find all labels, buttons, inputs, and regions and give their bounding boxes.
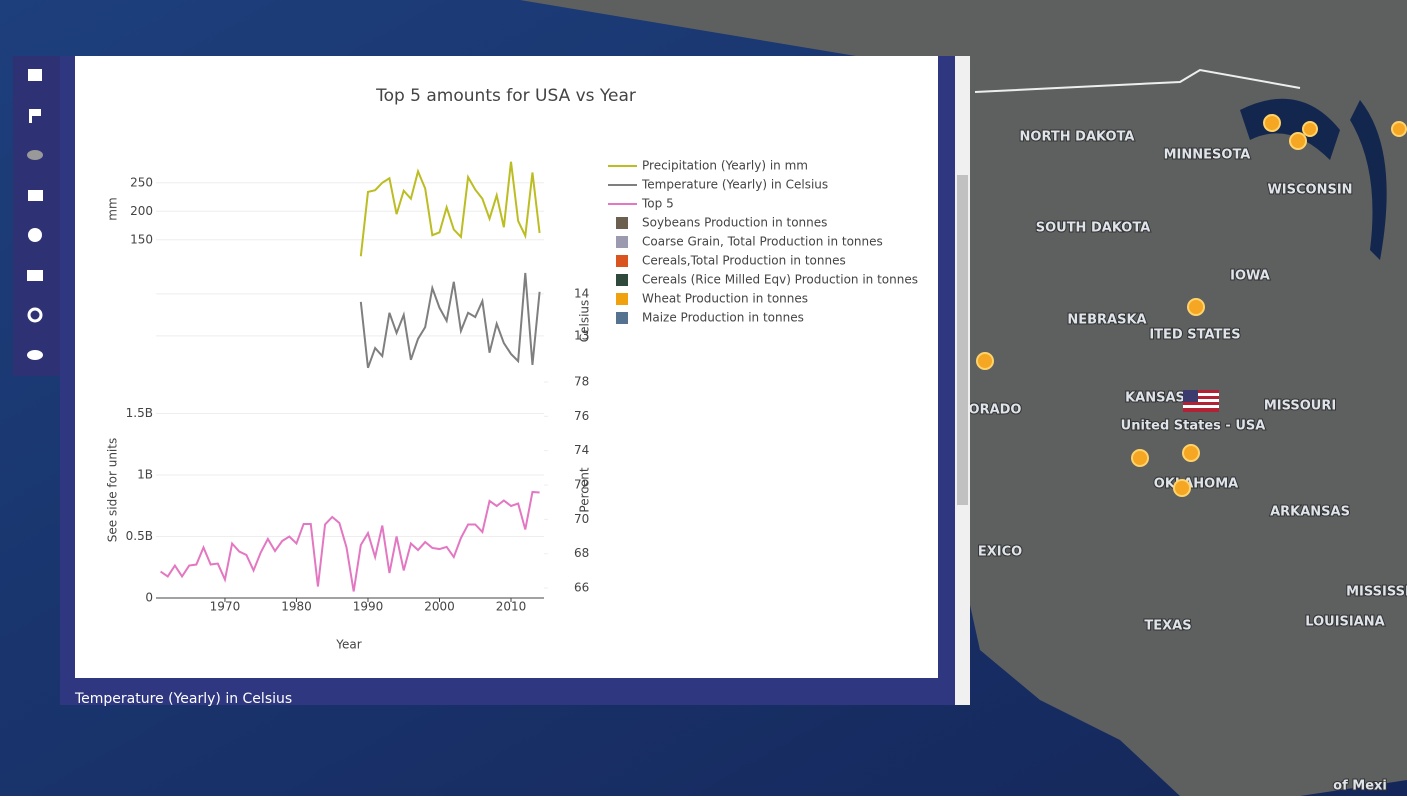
legend-label: Coarse Grain, Total Production in tonnes [642,235,883,249]
data-line [359,272,541,369]
chart-area [75,56,938,678]
legend-square [616,293,628,305]
map-label: of Mexi [1333,779,1387,794]
map-label: ARKANSAS [1270,505,1350,520]
chart-title: Top 5 amounts for USA vs Year [375,86,636,106]
x-tick-label: 1990 [353,600,384,614]
legend-label: Cereals,Total Production in tonnes [642,254,846,268]
y-axis-title: mm [106,197,120,220]
legend-square [616,236,628,248]
x-tick-label: 2010 [496,600,527,614]
legend-label: Wheat Production in tonnes [642,292,808,306]
legend-square [616,274,628,286]
border [974,68,1301,93]
legend-square [616,217,628,229]
map-label: KANSAS [1125,391,1185,406]
x-tick-label: 2000 [424,600,455,614]
map-label: EXICO [978,545,1022,560]
legend-square [616,312,628,324]
y2-tick-label: 74 [574,443,589,457]
map-markers[interactable] [976,114,1407,497]
map-label: TEXAS [1144,619,1191,634]
y2-tick-label: 70 [574,512,589,526]
y2-tick-label: 66 [574,581,589,595]
map-label: ORADO [969,403,1022,418]
y2-tick-label: 76 [574,409,589,423]
map-label: SOUTH DAKOTA [1036,221,1151,236]
y-tick-label: 0 [145,591,153,605]
legend-label: Temperature (Yearly) in Celsius [641,178,828,192]
map-label: MISSISSI [1346,585,1407,600]
y-tick-label: 13 [574,328,589,342]
y-tick-label: 150 [130,232,153,246]
y2-tick-label: 78 [574,375,589,389]
y-tick-label: 0.5B [126,529,153,543]
map-label: MINNESOTA [1164,148,1251,163]
map-label: IOWA [1230,269,1270,284]
x-tick-label: 1980 [281,600,312,614]
y-axis-title: See side for units [106,438,120,542]
sidebar [13,56,60,376]
map-label: OKLAHOMA [1154,477,1238,492]
y-tick-label: 250 [130,175,153,189]
legend-label: Maize Production in tonnes [642,311,804,325]
scroll-thumb[interactable] [957,175,968,505]
legend-label: Cereals (Rice Milled Eqv) Production in … [642,273,918,287]
legend-square [616,255,628,267]
map-label: NEBRASKA [1067,313,1146,328]
map-label: NORTH DAKOTA [1020,130,1135,145]
y-tick-label: 14 [574,286,589,300]
legend-label: Soybeans Production in tonnes [642,216,827,230]
y-axis-title: Celsius [578,300,592,343]
sidebar-icons[interactable] [27,69,43,360]
data-line [359,161,541,257]
map-label: MISSOURI [1264,399,1336,414]
data-line [160,490,540,592]
caption: Temperature (Yearly) in Celsius [74,691,292,707]
country-label: United States - USA [1121,419,1266,434]
y2-axis-title: Percent [578,467,592,512]
y-tick-label: 200 [130,204,153,218]
y-tick-label: 1.5B [126,406,153,420]
y-tick-label: 1B [137,467,153,481]
x-axis-title: Year [335,638,361,652]
flag [1183,390,1219,412]
legend-label: Precipitation (Yearly) in mm [642,159,808,173]
map-label: WISCONSIN [1267,183,1352,198]
x-tick-label: 1970 [210,600,241,614]
map-label: LOUISIANA [1305,615,1384,630]
y2-tick-label: 68 [574,546,589,560]
legend-label: Top 5 [641,197,674,211]
map-label: ITED STATES [1149,328,1240,343]
y2-tick-label: 72 [574,478,589,492]
